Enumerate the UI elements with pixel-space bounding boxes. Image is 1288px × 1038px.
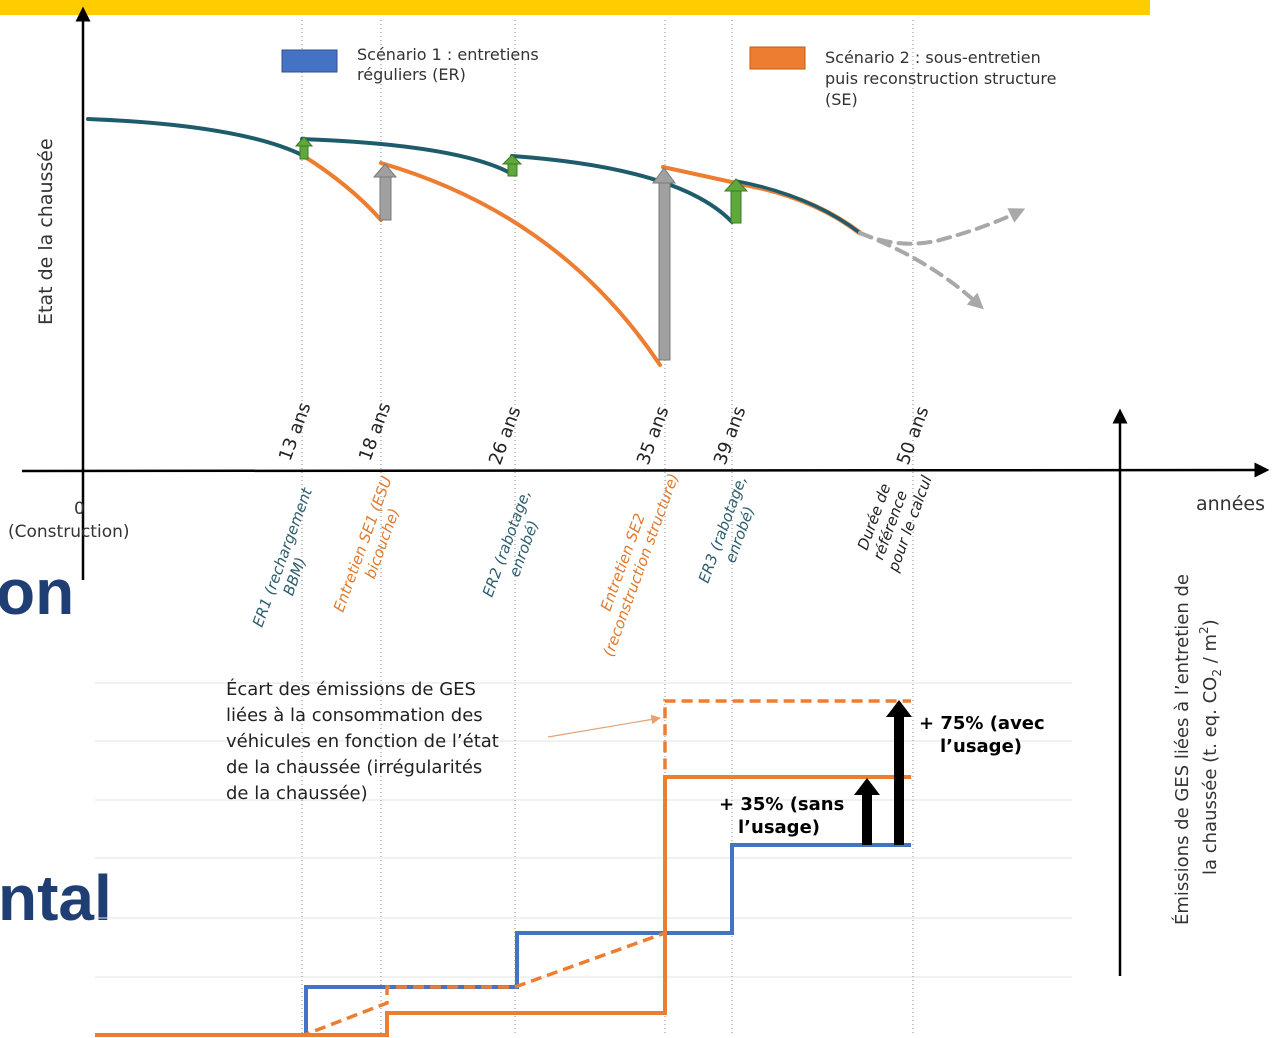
curve-scenario2-segment-4 — [733, 180, 863, 236]
legend-swatch-scenario2 — [749, 46, 806, 70]
svg-text:liées à la consommation des: liées à la consommation des — [226, 705, 483, 726]
legend-scenario1-line1: Scénario 1 : entretiens — [357, 45, 539, 64]
curve-scenario1-segment-1 — [86, 117, 304, 157]
future-trend-up — [858, 208, 1026, 246]
step-scenario2-with-usage — [95, 699, 911, 1037]
curve-scenario2-segment-1 — [300, 153, 383, 222]
label-plus35: + 35% (sans l’usage) — [719, 794, 844, 838]
label-plus75: + 75% (avec l’usage) — [919, 713, 1045, 757]
event-se1: Entretien SE1 (ESU bicouche) — [330, 474, 403, 615]
arrow-plus35-head — [854, 778, 880, 795]
step-scenario2 — [95, 775, 911, 1037]
curve-scenario1-segment-4 — [734, 179, 862, 235]
step-scenario1 — [95, 843, 911, 1037]
origin-label-zero: 0 — [74, 499, 85, 519]
arrow-er2 — [501, 154, 523, 177]
svg-text:ER1 (rechargement: ER1 (rechargement — [249, 484, 316, 629]
arrow-er3 — [723, 178, 749, 224]
arrow-plus75-shaft — [894, 715, 904, 845]
milestone-year-labels: 13 ans 18 ans 26 ans 35 ans 39 ans 50 an… — [275, 400, 933, 468]
curve-scenario1-segment-3 — [510, 154, 734, 224]
slide-banner — [0, 0, 1150, 15]
year-label-13: 13 ans — [275, 400, 315, 464]
arrow-plus35-shaft — [862, 793, 872, 845]
legend-scenario2-line2: puis reconstruction structure — [825, 69, 1056, 88]
condition-curves — [86, 117, 1026, 367]
x-axis-label: années — [1196, 493, 1265, 515]
emission-steps — [95, 699, 911, 1037]
legend-scenario2-line1: Scénario 2 : sous-entretien — [825, 48, 1041, 67]
year-label-18: 18 ans — [355, 400, 395, 464]
y-axis-label-emissions: Émissions de GES liées à l’entretien de … — [1171, 574, 1224, 925]
legend: Scénario 1 : entretiens réguliers (ER) S… — [281, 45, 1056, 109]
legend-scenario1-line2: réguliers (ER) — [357, 65, 466, 84]
y-axis-label-condition: Etat de la chaussée — [35, 138, 57, 325]
slide-title-fragment-1: on — [0, 556, 75, 628]
svg-text:+ 35% (sans: + 35% (sans — [719, 794, 844, 815]
legend-swatch-scenario1 — [281, 49, 338, 73]
arrow-plus75-head — [886, 700, 912, 717]
axes — [21, 6, 1270, 976]
legend-scenario2-line3: (SE) — [825, 90, 858, 109]
curve-scenario2-segment-2 — [379, 161, 662, 367]
increase-arrows — [854, 700, 912, 845]
svg-text:de la chaussée): de la chaussée) — [226, 783, 368, 804]
svg-text:l’usage): l’usage) — [738, 817, 820, 838]
future-trend-down — [858, 231, 984, 310]
curve-scenario1-segment-2 — [300, 137, 514, 176]
milestone-event-labels: ER1 (rechargement BBM) Entretien SE1 (ES… — [249, 471, 936, 659]
year-label-35: 35 ans — [633, 404, 673, 468]
year-label-26: 26 ans — [485, 404, 525, 468]
annotation-ges-gap: Écart des émissions de GES liées à la co… — [226, 678, 661, 804]
year-label-39: 39 ans — [710, 404, 750, 468]
svg-text:l’usage): l’usage) — [940, 736, 1022, 757]
slide-title-fragment-2: ntal — [0, 862, 112, 934]
svg-text:de la chaussée (irrégularités: de la chaussée (irrégularités — [226, 757, 482, 778]
event-er3: ER3 (rabotage, enrobé) — [695, 473, 758, 585]
year-label-50: 50 ans — [893, 404, 933, 468]
svg-text:Écart des émissions de GES: Écart des émissions de GES — [226, 678, 476, 700]
maintenance-arrows — [294, 136, 749, 361]
event-er1: ER1 (rechargement BBM) — [249, 484, 316, 629]
event-se2: Entretien SE2 (reconstruction structure) — [597, 471, 683, 659]
arrow-se1 — [372, 163, 398, 221]
origin-label-construction: (Construction) — [8, 522, 130, 542]
emissions-label-line2: la chaussée (t. eq. CO2 / m2) — [1197, 619, 1224, 875]
lower-gridlines — [95, 682, 1072, 978]
arrow-er1 — [294, 136, 314, 160]
annotation-pointer — [547, 714, 661, 738]
emissions-label-line1: Émissions de GES liées à l’entretien de — [1171, 574, 1193, 925]
svg-text:véhicules en fonction de l’éta: véhicules en fonction de l’état — [226, 731, 499, 752]
arrow-se2 — [652, 167, 676, 361]
svg-text:+ 75% (avec: + 75% (avec — [919, 713, 1045, 734]
curve-scenario2-segment-3 — [661, 165, 738, 185]
event-er2: ER2 (rabotage, enrobé) — [479, 487, 542, 599]
event-reference: Durée de référence pour le calcul — [854, 472, 936, 575]
